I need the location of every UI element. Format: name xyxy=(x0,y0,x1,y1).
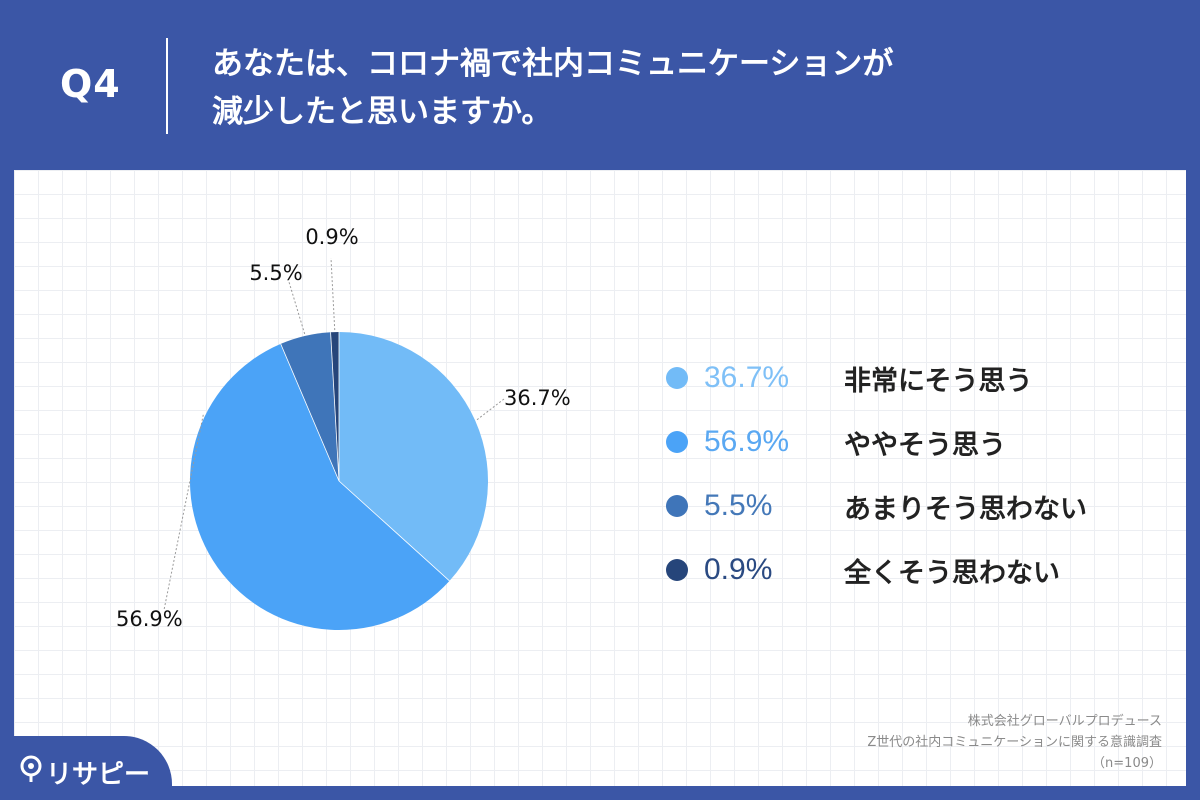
pie-slice xyxy=(339,332,488,581)
slice-data-label: 5.5% xyxy=(249,261,302,285)
legend-item: 56.9% ややそう思う xyxy=(666,410,1166,474)
slice-data-label: 0.9% xyxy=(305,225,358,249)
slice-data-label: 56.9% xyxy=(116,607,183,631)
legend-dot-icon xyxy=(666,495,688,517)
legend-value: 5.5% xyxy=(704,489,773,522)
question-title-line2: 減少したと思いますか。 xyxy=(212,94,553,130)
leader-line xyxy=(163,414,204,611)
brand-name: リサピー xyxy=(46,760,151,790)
legend-label: 非常にそう思う xyxy=(844,365,1033,397)
leader-line xyxy=(476,398,505,421)
legend-value: 36.7% xyxy=(704,361,790,394)
source-sample-size: （n=109） xyxy=(1092,756,1162,771)
header-divider xyxy=(166,38,168,134)
source-note: 株式会社グローバルプロデュース Z世代の社内コミュニケーションに関する意識調査 … xyxy=(867,711,1162,774)
brand-logo-icon xyxy=(20,755,42,782)
legend-item: 5.5% あまりそう思わない xyxy=(666,474,1166,538)
pie-chart: 36.7% 56.9% 5.5%0.9% xyxy=(116,225,571,631)
header: Q4 あなたは、コロナ禍で社内コミュニケーションが 減少したと思いますか。 xyxy=(0,0,1200,170)
brand-tab: リサピー xyxy=(0,736,172,800)
legend-label: 全くそう思わない xyxy=(844,557,1060,589)
pie-slice xyxy=(189,343,450,631)
legend-value: 56.9% xyxy=(704,425,790,458)
source-survey: Z世代の社内コミュニケーションに関する意識調査 xyxy=(867,735,1162,750)
chart-panel: 36.7% 56.9% 5.5% 0.9% 36.7% 非常にそう思う 56.9% ややそう… xyxy=(14,170,1186,786)
legend-value: 0.9% xyxy=(704,553,773,586)
question-title: あなたは、コロナ禍で社内コミュニケーションが 減少したと思いますか。 xyxy=(212,40,1112,136)
question-title-line1: あなたは、コロナ禍で社内コミュニケーションが xyxy=(212,46,894,82)
slice-data-label: 36.7% xyxy=(504,386,571,410)
legend-item: 0.9% 全くそう思わない xyxy=(666,538,1166,602)
legend-dot-icon xyxy=(666,431,688,453)
leader-line xyxy=(288,281,306,335)
legend: 36.7% 非常にそう思う 56.9% ややそう思う 5.5% あまりそう思わない 0.9%… xyxy=(666,346,1166,602)
source-company: 株式会社グローバルプロデュース xyxy=(967,714,1162,729)
legend-label: ややそう思う xyxy=(844,429,1006,461)
legend-item: 36.7% 非常にそう思う xyxy=(666,346,1166,410)
pie-slice xyxy=(280,332,339,481)
legend-label: あまりそう思わない xyxy=(844,493,1087,525)
slice-separator xyxy=(330,332,340,482)
legend-dot-icon xyxy=(666,559,688,581)
slice-separator xyxy=(338,480,450,582)
slice-separator xyxy=(280,343,340,482)
legend-dot-icon xyxy=(666,367,688,389)
leader-line xyxy=(330,257,336,331)
question-number: Q4 xyxy=(60,62,121,106)
